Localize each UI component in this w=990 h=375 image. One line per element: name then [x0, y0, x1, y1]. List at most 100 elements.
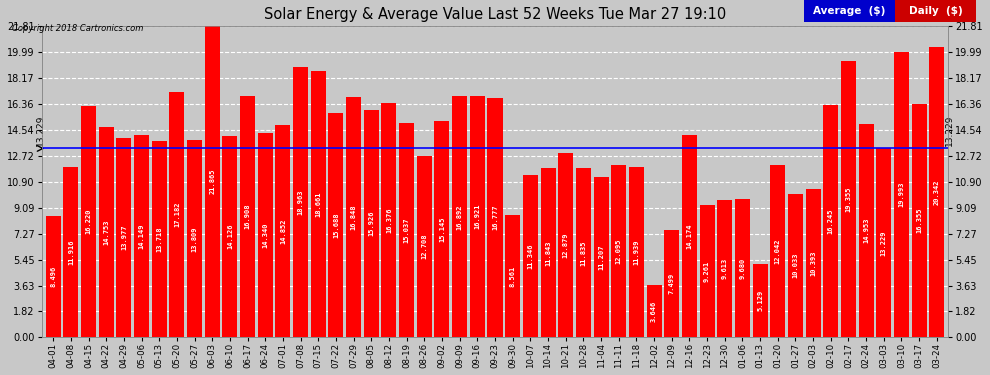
Bar [187, 140, 202, 338]
Bar [487, 98, 503, 338]
Bar [417, 156, 432, 338]
Text: 3.646: 3.646 [651, 301, 657, 322]
Bar [223, 136, 238, 338]
Text: 13.229: 13.229 [944, 115, 953, 146]
Text: 16.892: 16.892 [456, 204, 462, 230]
Text: 14.753: 14.753 [103, 219, 109, 245]
Text: 11.207: 11.207 [598, 244, 604, 270]
Text: 9.680: 9.680 [740, 258, 745, 279]
Bar [505, 215, 520, 338]
Text: Daily  ($): Daily ($) [909, 6, 962, 16]
Bar [717, 200, 733, 338]
Bar [381, 104, 396, 338]
Text: 16.355: 16.355 [916, 208, 922, 233]
Bar [63, 167, 78, 338]
Text: 9.261: 9.261 [704, 261, 710, 282]
Text: 21.865: 21.865 [209, 168, 215, 194]
Text: Average  ($): Average ($) [813, 6, 886, 16]
Bar [399, 123, 414, 338]
Bar [293, 66, 308, 338]
Text: 7.499: 7.499 [668, 273, 675, 294]
Text: 10.393: 10.393 [810, 251, 816, 276]
Text: 19.993: 19.993 [898, 182, 905, 207]
Bar [876, 148, 891, 338]
Bar [806, 189, 821, 338]
Text: 16.220: 16.220 [85, 209, 92, 234]
Bar [257, 133, 273, 338]
Text: 8.561: 8.561 [510, 266, 516, 287]
Bar [205, 25, 220, 338]
Text: 9.613: 9.613 [722, 258, 728, 279]
Text: 13.977: 13.977 [121, 225, 127, 251]
Bar [541, 168, 555, 338]
Bar [858, 124, 873, 338]
Text: 12.095: 12.095 [616, 238, 622, 264]
Bar [311, 71, 326, 338]
Bar [346, 97, 361, 338]
Title: Solar Energy & Average Value Last 52 Weeks Tue Mar 27 19:10: Solar Energy & Average Value Last 52 Wee… [264, 7, 726, 22]
Bar [894, 52, 909, 338]
Text: 5.129: 5.129 [757, 290, 763, 311]
Text: 15.926: 15.926 [368, 211, 374, 236]
Text: 14.149: 14.149 [139, 224, 145, 249]
Text: 13.229: 13.229 [37, 115, 46, 146]
Bar [117, 138, 132, 338]
Text: 11.835: 11.835 [580, 240, 586, 266]
Text: 15.145: 15.145 [439, 216, 445, 242]
Text: 15.037: 15.037 [404, 217, 410, 243]
Text: 16.777: 16.777 [492, 205, 498, 230]
Bar [735, 199, 749, 338]
Text: 19.355: 19.355 [845, 186, 851, 212]
Bar [912, 104, 927, 338]
Bar [700, 205, 715, 338]
Text: 16.376: 16.376 [386, 208, 392, 233]
Text: 14.340: 14.340 [262, 222, 268, 248]
Text: 14.852: 14.852 [280, 219, 286, 244]
Text: 16.245: 16.245 [828, 209, 834, 234]
Text: 8.496: 8.496 [50, 266, 56, 287]
Bar [470, 96, 485, 338]
Bar [788, 194, 803, 338]
Text: 14.174: 14.174 [686, 224, 692, 249]
Bar [664, 230, 679, 338]
Text: 20.342: 20.342 [934, 179, 940, 205]
Bar [99, 127, 114, 338]
Text: 16.848: 16.848 [350, 204, 356, 230]
Text: 12.708: 12.708 [422, 234, 428, 260]
Bar [363, 110, 379, 338]
Bar [523, 176, 538, 338]
Text: 16.908: 16.908 [245, 204, 250, 230]
Bar [81, 106, 96, 338]
Text: 12.042: 12.042 [775, 238, 781, 264]
Bar [752, 264, 767, 338]
Bar [682, 135, 697, 338]
Text: 16.921: 16.921 [474, 204, 480, 229]
Bar [329, 113, 344, 338]
Bar [841, 61, 856, 338]
Text: 11.916: 11.916 [68, 240, 74, 265]
Bar [576, 168, 591, 338]
Bar [629, 167, 644, 338]
Bar [824, 105, 839, 338]
Bar [646, 285, 661, 338]
Text: 11.843: 11.843 [545, 240, 551, 266]
Bar [594, 177, 609, 338]
Text: 13.809: 13.809 [192, 226, 198, 252]
Bar [930, 47, 944, 338]
Text: 11.346: 11.346 [528, 244, 534, 269]
Bar [46, 216, 60, 338]
Text: Copyright 2018 Cartronics.com: Copyright 2018 Cartronics.com [12, 24, 144, 33]
Bar [452, 96, 467, 338]
Text: 11.939: 11.939 [634, 239, 640, 265]
Text: 15.688: 15.688 [333, 213, 339, 238]
Bar [275, 125, 290, 338]
Text: 13.229: 13.229 [881, 230, 887, 256]
Text: 18.661: 18.661 [315, 191, 322, 217]
Text: 18.963: 18.963 [298, 189, 304, 215]
Text: 14.953: 14.953 [863, 218, 869, 243]
Bar [435, 121, 449, 338]
Text: 12.879: 12.879 [562, 232, 568, 258]
Bar [134, 135, 149, 338]
Bar [241, 96, 255, 338]
Text: 13.718: 13.718 [156, 226, 162, 252]
